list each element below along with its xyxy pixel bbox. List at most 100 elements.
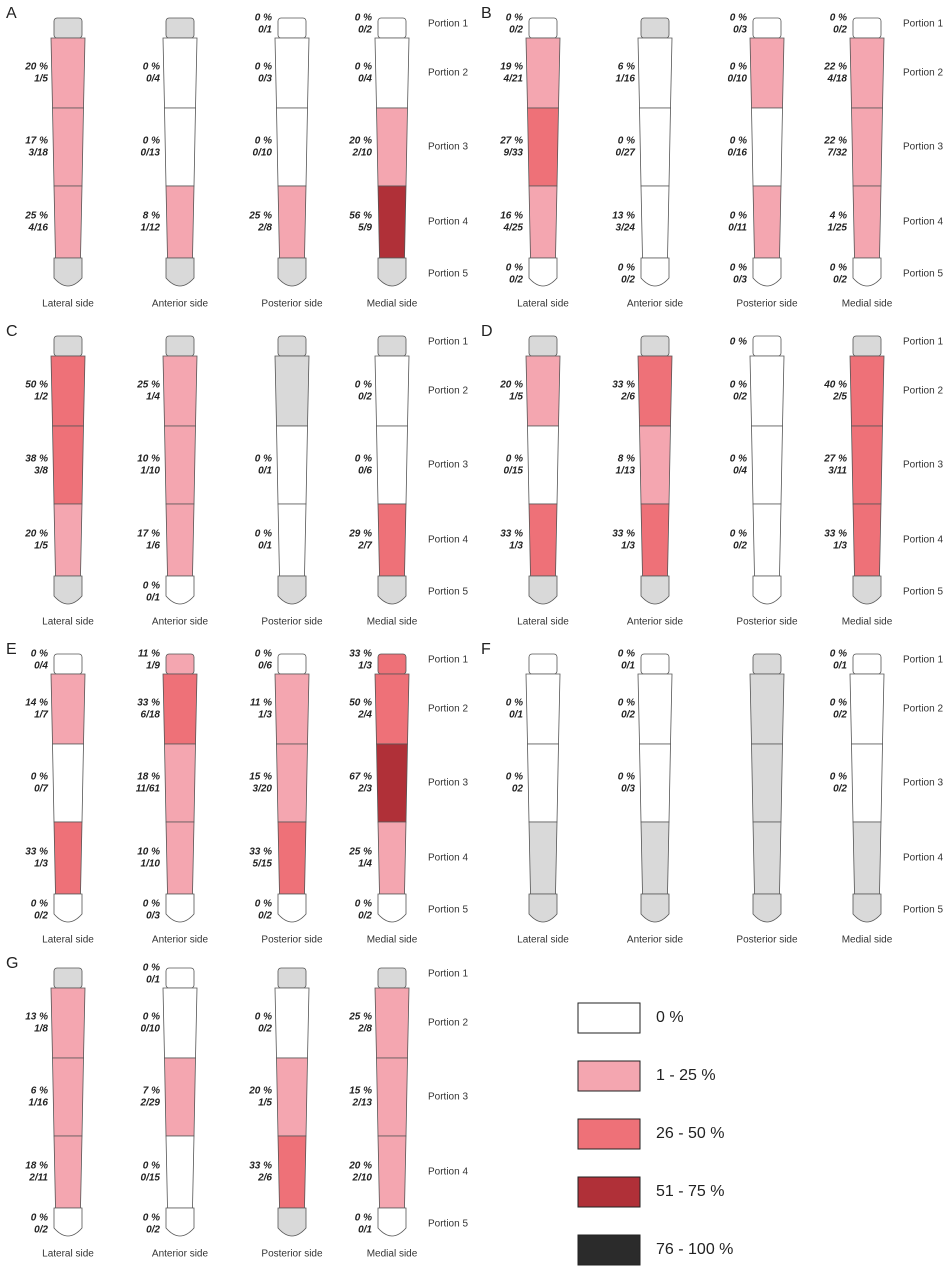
portion-label: Portion 2: [428, 1018, 468, 1029]
bone-portion: [852, 335, 882, 357]
count-label: 1/5: [258, 1098, 272, 1109]
percent-label: 29 %: [348, 529, 372, 540]
count-label: 1/16: [616, 74, 636, 85]
portion-label: Portion 4: [903, 217, 943, 228]
bone-portion: [277, 821, 307, 895]
percent-label: 0 %: [143, 136, 160, 147]
count-label: 1/5: [509, 392, 523, 403]
bone-portion: [637, 355, 673, 427]
bone-portion: [277, 185, 307, 259]
bone-portion: [165, 503, 195, 577]
portion-label: Portion 1: [428, 969, 468, 980]
count-label: 1/16: [29, 1098, 49, 1109]
bone-portion: [276, 1057, 308, 1137]
percent-label: 33 %: [612, 380, 635, 391]
bone-portion: [164, 1057, 196, 1137]
percent-label: 0 %: [255, 454, 272, 465]
portion-label: Portion 2: [903, 386, 943, 397]
percent-label: 0 %: [730, 13, 747, 24]
percent-label: 0 %: [255, 62, 272, 73]
percent-label: 0 %: [143, 1213, 160, 1224]
portion-label: Portion 3: [428, 460, 468, 471]
count-label: 1/4: [146, 392, 160, 403]
legend-swatch: [577, 1060, 641, 1092]
count-label: 0/10: [141, 1024, 161, 1035]
bone-portion: [162, 673, 198, 745]
count-label: 0/10: [728, 74, 748, 85]
bone-portion: [277, 17, 307, 39]
count-label: 3/18: [29, 148, 49, 159]
legend-swatch: [577, 1176, 641, 1208]
count-label: 0/1: [358, 1225, 372, 1236]
side-label: Medial side: [367, 935, 418, 946]
percent-label: 0 %: [730, 529, 747, 540]
bone-portion: [527, 107, 559, 187]
side-label: Medial side: [842, 299, 893, 310]
percent-label: 0 %: [143, 581, 160, 592]
count-label: 3/11: [828, 466, 847, 477]
percent-label: 6 %: [618, 62, 635, 73]
bone-portion: [164, 107, 196, 187]
bone-portion: [852, 17, 882, 39]
bone-portion: [274, 355, 310, 427]
count-label: 0/2: [833, 784, 847, 795]
bone-portion: [525, 355, 561, 427]
bone-portion: [528, 503, 558, 577]
percent-label: 0 %: [830, 698, 847, 709]
bone-portion: [277, 503, 307, 577]
side-label: Anterior side: [152, 617, 209, 628]
percent-label: 0 %: [730, 454, 747, 465]
percent-label: 0 %: [255, 1012, 272, 1023]
percent-label: 33 %: [500, 529, 523, 540]
percent-label: 27 %: [499, 136, 523, 147]
percent-label: 0 %: [355, 62, 372, 73]
bone-portion: [639, 743, 671, 823]
count-label: 0/2: [833, 25, 847, 36]
percent-label: 0 %: [506, 13, 523, 24]
percent-label: 10 %: [137, 454, 160, 465]
portion-label: Portion 5: [903, 587, 943, 598]
count-label: 1/3: [621, 541, 635, 552]
bone-portion: [851, 425, 883, 505]
side-label: Posterior side: [736, 935, 798, 946]
bone-portion: [53, 335, 83, 357]
count-label: 0/2: [509, 275, 523, 286]
bone-portion: [165, 821, 195, 895]
percent-label: 20 %: [24, 529, 48, 540]
count-label: 0/15: [141, 1173, 161, 1184]
bone-portion: [162, 987, 198, 1059]
count-label: 0/1: [258, 541, 272, 552]
bone-portion: [528, 821, 558, 895]
bone-portion: [376, 1057, 408, 1137]
count-label: 0/4: [34, 661, 48, 672]
portion-label: Portion 3: [428, 1092, 468, 1103]
bone-portion: [852, 257, 882, 287]
bone-portion: [276, 743, 308, 823]
percent-label: 67 %: [349, 772, 372, 783]
bone-portion: [851, 743, 883, 823]
count-label: 0/3: [621, 784, 635, 795]
bone-portion: [377, 653, 407, 675]
bone-portion: [164, 743, 196, 823]
bone-portion: [377, 893, 407, 923]
percent-label: 0 %: [730, 337, 747, 348]
percent-label: 38 %: [25, 454, 48, 465]
count-label: 4/21: [503, 74, 524, 85]
count-label: 4/16: [28, 223, 49, 234]
count-label: 1/3: [833, 541, 847, 552]
legend-swatch: [577, 1234, 641, 1266]
side-label: Medial side: [842, 617, 893, 628]
panel-letter: A: [6, 5, 17, 22]
count-label: 0/4: [358, 74, 372, 85]
count-label: 2/8: [357, 1024, 372, 1035]
portion-label: Portion 4: [428, 217, 468, 228]
bone-portion: [277, 893, 307, 923]
percent-label: 0 %: [730, 62, 747, 73]
bone-portion: [528, 335, 558, 357]
bone-portion: [52, 743, 84, 823]
count-label: 1/6: [146, 541, 160, 552]
percent-label: 17 %: [25, 136, 48, 147]
percent-label: 50 %: [349, 698, 372, 709]
bone-portion: [639, 425, 671, 505]
bone-portion: [277, 257, 307, 287]
